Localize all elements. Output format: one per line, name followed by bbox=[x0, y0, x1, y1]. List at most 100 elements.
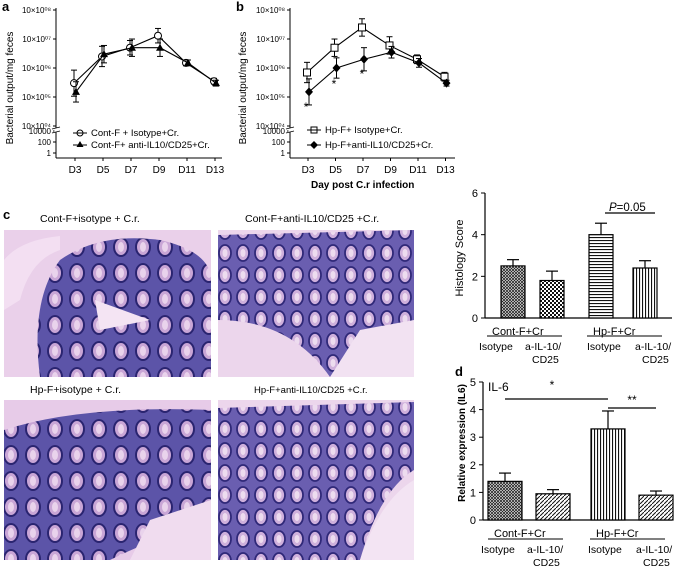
b-xtick-label: D3 bbox=[302, 165, 315, 176]
panel-c-chart: Histology Score 0 2 4 6 P=0.05 Cont-F+Cr Hp… bbox=[454, 188, 672, 366]
legend-a-anti: Cont-F+ anti-IL10/CD25+Cr. bbox=[91, 140, 210, 151]
c-ytick-label: 4 bbox=[472, 230, 478, 242]
b-point bbox=[385, 41, 394, 50]
a-xtick-label: D9 bbox=[153, 165, 166, 176]
a-ytick-label: 10000 bbox=[29, 127, 52, 136]
panel-d-sig-2: ** bbox=[627, 393, 637, 407]
panel-b-legend: Hp-F+ Isotype+Cr. Hp-F+anti-IL10/CD25+Cr… bbox=[307, 125, 433, 151]
panel-d-bar-label-4: Isotype bbox=[588, 544, 622, 556]
legend-b-anti: Hp-F+anti-IL10/CD25+Cr. bbox=[325, 140, 433, 151]
histology-caption-3: Hp-F+isotype + C.r. bbox=[30, 384, 121, 396]
a-point bbox=[100, 50, 108, 58]
c-bar-4 bbox=[632, 267, 658, 319]
panel-c-bar-label-5: a-IL-10/ bbox=[635, 341, 671, 353]
d-bar-1 bbox=[487, 480, 523, 521]
histology-panel-4: Hp-F+anti-IL10/CD25 +C.r. bbox=[218, 385, 414, 560]
panel-d-group-1: Cont-F+Cr bbox=[494, 528, 546, 540]
a-xtick-label: D7 bbox=[125, 165, 138, 176]
c-bar-1 bbox=[500, 265, 526, 319]
a-ytick-label: 10×10⁰⁶ bbox=[22, 64, 51, 73]
histology-caption-1: Cont-F+isotype + C.r. bbox=[40, 213, 140, 225]
c-bar-3 bbox=[588, 234, 614, 319]
panel-d-bar-label-6: CD25 bbox=[643, 557, 670, 569]
panel-c-p-annotation: P=0.05 bbox=[609, 202, 646, 214]
a-point bbox=[156, 43, 164, 51]
c-bar-2 bbox=[539, 279, 565, 319]
panel-b-sig-d3: * bbox=[304, 100, 309, 114]
a-ytick-label: 10×10⁰⁸ bbox=[22, 6, 51, 15]
d-ytick-label: 4 bbox=[470, 405, 476, 417]
panel-c-p-symbol: P bbox=[609, 202, 617, 214]
b-point bbox=[442, 78, 451, 88]
panel-c-group-1: Cont-F+Cr bbox=[492, 326, 544, 338]
b-series-line-1 bbox=[306, 26, 445, 78]
a-xtick-label: D11 bbox=[178, 165, 196, 176]
b-series-line-2 bbox=[308, 51, 447, 93]
d-bar-2 bbox=[535, 493, 571, 521]
panel-d-group-2: Hp-F+Cr bbox=[596, 528, 639, 540]
b-point bbox=[332, 63, 341, 73]
b-ytick-label: 10×10⁰⁵ bbox=[256, 93, 285, 102]
a-ytick-label: 10×10⁰⁵ bbox=[22, 93, 51, 102]
panel-a-ylabel: Bacterial output/mg feces bbox=[5, 32, 16, 145]
a-point bbox=[212, 79, 220, 87]
b-xtick-label: D5 bbox=[329, 165, 342, 176]
b-point bbox=[305, 87, 313, 97]
panel-a-chart: Bacterial output/mg feces 10×10⁰⁸ 10×10⁰⁷… bbox=[5, 6, 225, 176]
a-xtick-label: D5 bbox=[97, 165, 110, 176]
a-point bbox=[128, 43, 136, 51]
b-ytick-label: 10×10⁰⁷ bbox=[256, 35, 285, 44]
d-ytick-label: 5 bbox=[470, 377, 476, 389]
panel-d-sig-1: * bbox=[550, 378, 555, 392]
b-xtick-label: D13 bbox=[436, 165, 455, 176]
panel-c-bar-label-2: a-IL-10/ bbox=[525, 341, 561, 353]
a-xtick-label: D13 bbox=[206, 165, 225, 176]
b-ytick-label: 100 bbox=[272, 138, 286, 147]
histology-panel-1: Cont-F+isotype + C.r. bbox=[4, 213, 211, 377]
panel-d-ylabel: Relative expression (IL6) bbox=[457, 384, 468, 502]
b-ytick-label: 10×10⁰⁴ bbox=[256, 122, 286, 131]
a-xtick-label: D3 bbox=[69, 165, 82, 176]
panel-b-xlabel: Day post C.r infection bbox=[311, 180, 414, 191]
a-point bbox=[154, 31, 162, 40]
panel-b-sig-d5: * bbox=[332, 77, 337, 91]
b-xtick-label: D7 bbox=[357, 165, 370, 176]
d-ytick-label: 1 bbox=[470, 487, 476, 499]
b-ytick-label: 10×10⁰⁶ bbox=[256, 64, 285, 73]
panel-label-b: b bbox=[236, 0, 244, 14]
panel-label-a: a bbox=[2, 0, 10, 14]
panel-d-bar-label-1: Isotype bbox=[481, 544, 515, 556]
a-point bbox=[184, 58, 192, 66]
panel-d-bar-label-2: a-IL-10/ bbox=[527, 544, 563, 556]
a-point bbox=[72, 87, 80, 95]
d-ytick-label: 3 bbox=[470, 432, 476, 444]
panel-label-c: c bbox=[3, 207, 10, 222]
panel-a-legend: Cont-F + Isotype+Cr. Cont-F+ anti-IL10/C… bbox=[73, 128, 210, 151]
panel-c-bar-label-3: CD25 bbox=[532, 354, 559, 366]
b-point bbox=[415, 58, 423, 68]
b-ytick-label: 10000 bbox=[263, 127, 286, 136]
b-ytick-label: 10×10⁰⁸ bbox=[256, 6, 285, 15]
panel-label-d: d bbox=[455, 364, 463, 379]
histology-panel-3: Hp-F+isotype + C.r. bbox=[4, 384, 211, 560]
b-xtick-label: D9 bbox=[384, 165, 397, 176]
d-bar-4 bbox=[638, 494, 674, 521]
a-series-line-2 bbox=[75, 47, 217, 93]
a-ytick-label: 1 bbox=[47, 149, 52, 158]
panel-c-bar-label-1: Isotype bbox=[479, 341, 513, 353]
d-ytick-label: 2 bbox=[470, 460, 476, 472]
b-point bbox=[303, 68, 311, 77]
panel-c-p-value: =0.05 bbox=[617, 202, 646, 214]
c-ytick-label: 0 bbox=[472, 313, 478, 325]
b-ytick-label: 1 bbox=[281, 149, 286, 158]
panel-c-ylabel: Histology Score bbox=[454, 219, 466, 296]
histology-panel-2: Cont-F+anti-IL10/CD25 +C.r. bbox=[218, 213, 414, 377]
panel-c-bar-label-6: CD25 bbox=[642, 354, 669, 366]
c-ytick-label: 2 bbox=[472, 271, 478, 283]
panel-b-ylabel: Bacterial output/mg feces bbox=[238, 32, 249, 145]
a-ytick-label: 10×10⁰⁷ bbox=[22, 35, 51, 44]
a-series-line-1 bbox=[73, 35, 215, 84]
d-bar-3 bbox=[590, 428, 626, 521]
